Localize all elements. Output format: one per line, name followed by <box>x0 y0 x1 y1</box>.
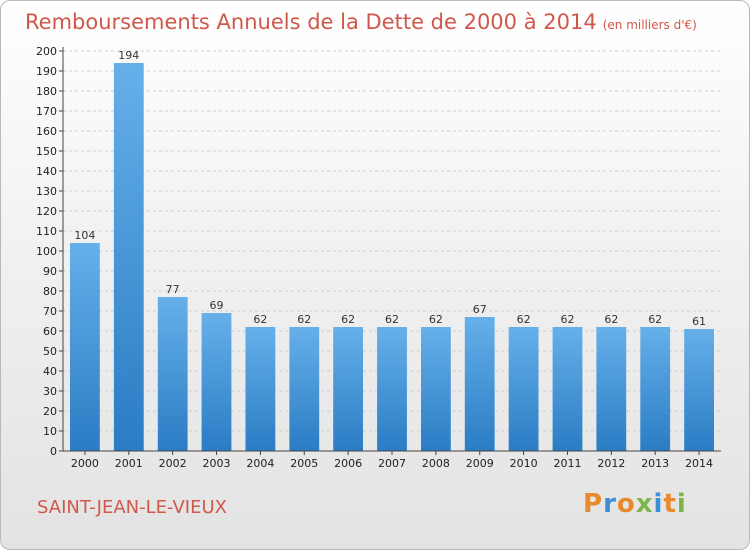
value-label: 62 <box>560 313 574 326</box>
logo-letter: r <box>603 489 617 519</box>
y-tick-label: 130 <box>36 185 57 198</box>
bar-2003[interactable] <box>201 313 232 451</box>
title-text: Remboursements Annuels de la Dette de 20… <box>25 10 597 34</box>
bar-2010[interactable] <box>508 327 539 451</box>
value-label: 62 <box>297 313 311 326</box>
y-tick-label: 100 <box>36 245 57 258</box>
y-tick-label: 20 <box>43 405 57 418</box>
x-tick-label: 2011 <box>553 457 581 470</box>
x-tick-label: 2014 <box>685 457 713 470</box>
value-label: 62 <box>429 313 443 326</box>
y-tick-label: 120 <box>36 205 57 218</box>
logo-letter: t <box>663 489 677 519</box>
y-tick-label: 170 <box>36 105 57 118</box>
x-tick-label: 2005 <box>290 457 318 470</box>
y-tick-label: 200 <box>36 45 57 58</box>
y-tick-label: 160 <box>36 125 57 138</box>
chart-title: Remboursements Annuels de la Dette de 20… <box>25 10 697 34</box>
y-tick-label: 40 <box>43 365 57 378</box>
y-tick-label: 150 <box>36 145 57 158</box>
bar-2004[interactable] <box>245 327 276 451</box>
x-tick-label: 2002 <box>159 457 187 470</box>
bars: 104 194 77 69 62 62 62 62 62 67 62 62 62 62 61 <box>70 49 714 451</box>
value-label: 62 <box>385 313 399 326</box>
y-tick-label: 60 <box>43 325 57 338</box>
axes: 0 10 20 30 40 50 60 70 80 90 100 110 120 130 140 150 160… <box>36 45 721 470</box>
value-label: 69 <box>210 299 224 312</box>
x-tick-label: 2000 <box>71 457 99 470</box>
bar-2000[interactable] <box>70 243 100 451</box>
value-label: 62 <box>648 313 662 326</box>
x-tick-label: 2010 <box>510 457 538 470</box>
logo-letter: i <box>676 489 687 519</box>
x-tick-label: 2008 <box>422 457 450 470</box>
x-tick-label: 2012 <box>597 457 625 470</box>
y-tick-label: 180 <box>36 85 57 98</box>
y-tick-label: 50 <box>43 345 57 358</box>
proxiti-logo[interactable]: Proxiti <box>583 489 687 519</box>
value-label: 62 <box>517 313 531 326</box>
y-tick-label: 110 <box>36 225 57 238</box>
x-tick-label: 2004 <box>246 457 274 470</box>
logo-letter: o <box>616 489 636 519</box>
unit-subtitle: (en milliers d'€) <box>602 18 697 32</box>
x-tick-label: 2001 <box>115 457 143 470</box>
bar-2005[interactable] <box>289 327 320 451</box>
y-tick-label: 80 <box>43 285 57 298</box>
bar-2012[interactable] <box>596 327 627 451</box>
y-tick-label: 0 <box>50 445 57 458</box>
value-label: 77 <box>166 283 180 296</box>
y-tick-label: 30 <box>43 385 57 398</box>
value-label: 61 <box>692 315 706 328</box>
logo-letter: i <box>653 489 664 519</box>
logo-letter: P <box>583 489 604 519</box>
x-tick-label: 2003 <box>203 457 231 470</box>
value-label: 67 <box>473 303 487 316</box>
x-tick-label: 2006 <box>334 457 362 470</box>
value-label: 62 <box>253 313 267 326</box>
value-label: 194 <box>118 49 139 62</box>
x-tick-label: 2009 <box>466 457 494 470</box>
y-tick-label: 70 <box>43 305 57 318</box>
logo-letter: x <box>635 489 654 519</box>
bar-2002[interactable] <box>157 297 188 451</box>
bar-2011[interactable] <box>552 327 583 451</box>
bar-2008[interactable] <box>421 327 451 451</box>
x-tick-label: 2007 <box>378 457 406 470</box>
bar-2009[interactable] <box>464 317 495 451</box>
x-tick-label: 2013 <box>641 457 669 470</box>
bar-2014[interactable] <box>684 329 714 451</box>
bar-2013[interactable] <box>640 327 671 451</box>
y-tick-label: 90 <box>43 265 57 278</box>
y-tick-label: 190 <box>36 65 57 78</box>
value-label: 62 <box>341 313 355 326</box>
y-tick-label: 10 <box>43 425 57 438</box>
bar-2001[interactable] <box>113 63 144 451</box>
bar-2007[interactable] <box>377 327 407 451</box>
value-label: 62 <box>604 313 618 326</box>
value-label: 104 <box>74 229 95 242</box>
bar-2006[interactable] <box>333 327 363 451</box>
y-tick-label: 140 <box>36 165 57 178</box>
place-name: SAINT-JEAN-LE-VIEUX <box>37 497 227 518</box>
